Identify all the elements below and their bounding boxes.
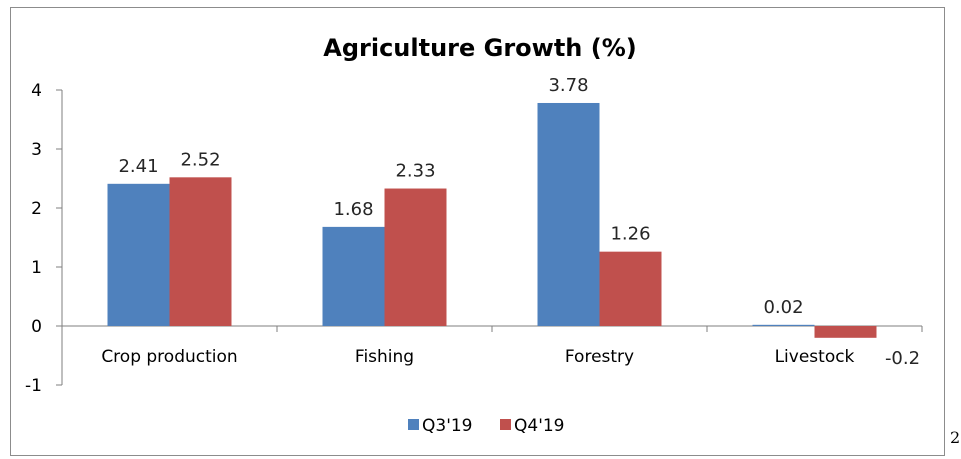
legend-swatch [500, 419, 511, 430]
y-tick-label: 0 [31, 317, 42, 337]
data-label: 3.78 [548, 75, 588, 96]
bar-q4 [384, 188, 447, 326]
data-label: 2.41 [118, 156, 158, 177]
page-number: 2 [950, 428, 961, 447]
bar-q4 [814, 326, 877, 338]
x-tick-label: Forestry [565, 347, 634, 367]
data-label: 0.02 [763, 297, 803, 318]
y-tick-label: -1 [25, 376, 42, 396]
bar-q4 [599, 251, 662, 326]
chart-axes: -1 0 1 2 3 4 Crop production Fishing Forestry Liv… [25, 81, 923, 396]
bar-q3 [322, 226, 385, 326]
data-label: 1.26 [610, 224, 650, 245]
x-tick-label: Crop production [101, 347, 237, 367]
legend-label: Q4'19 [514, 416, 565, 436]
y-tick-label: 2 [31, 199, 42, 219]
legend-label: Q3'19 [422, 416, 473, 436]
bar-q3 [752, 324, 815, 326]
y-tick-label: 1 [31, 258, 42, 278]
data-label: -0.2 [885, 348, 920, 369]
data-label: 2.52 [180, 149, 220, 170]
chart-data-labels: 2.41 2.52 1.68 2.33 3.78 1.26 0.02 -0.2 [118, 75, 920, 369]
legend-swatch [408, 419, 419, 430]
bar-q3 [107, 183, 170, 326]
bar-q4 [169, 177, 232, 326]
x-tick-label: Livestock [775, 347, 855, 367]
chart-legend: Q3'19 Q4'19 [408, 416, 565, 436]
chart-bars [107, 102, 877, 338]
chart-title: Agriculture Growth (%) [323, 34, 636, 62]
x-tick-label: Fishing [355, 347, 414, 367]
bar-q3 [537, 102, 600, 326]
data-label: 1.68 [333, 199, 373, 220]
y-tick-label: 3 [31, 140, 42, 160]
y-tick-label: 4 [31, 81, 42, 101]
data-label: 2.33 [395, 161, 435, 182]
